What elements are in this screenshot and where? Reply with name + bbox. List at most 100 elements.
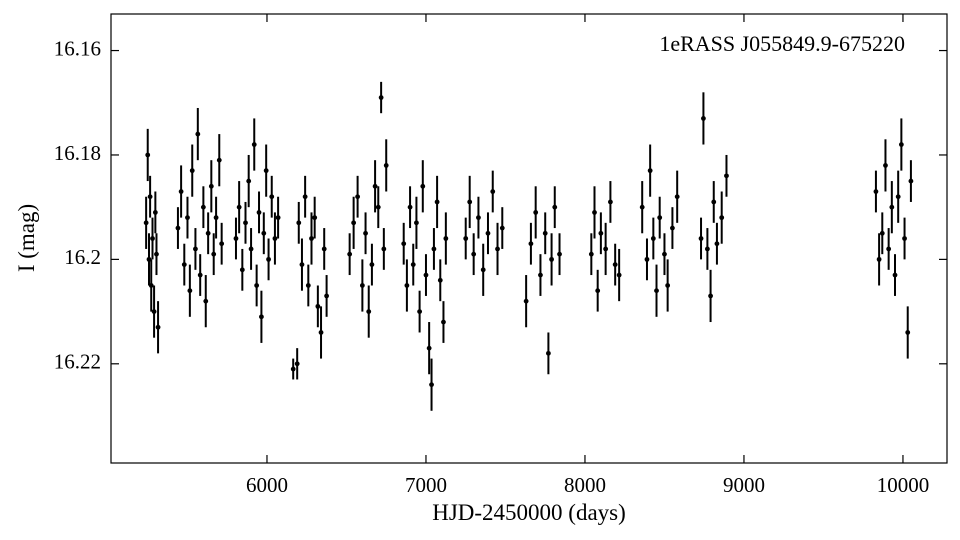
data-point bbox=[463, 236, 469, 241]
data-point bbox=[251, 142, 257, 147]
data-point bbox=[259, 314, 264, 320]
data-point bbox=[410, 262, 416, 268]
data-point bbox=[542, 230, 548, 236]
data-point bbox=[312, 215, 318, 221]
x-tick-label: 7000 bbox=[405, 473, 447, 497]
data-point bbox=[431, 246, 437, 252]
data-point bbox=[275, 215, 281, 221]
data-point bbox=[434, 199, 440, 205]
data-point bbox=[145, 152, 151, 158]
data-point bbox=[471, 251, 477, 257]
data-point bbox=[315, 303, 321, 309]
data-point bbox=[499, 225, 505, 231]
data-point bbox=[417, 309, 423, 314]
data-point bbox=[437, 277, 443, 283]
x-axis-label: HJD-2450000 (days) bbox=[432, 500, 626, 525]
data-point bbox=[143, 220, 149, 226]
data-point bbox=[420, 183, 426, 189]
data-point bbox=[383, 163, 389, 168]
data-point bbox=[608, 199, 613, 205]
data-point bbox=[272, 236, 278, 241]
data-point bbox=[290, 366, 296, 372]
data-point bbox=[892, 272, 898, 278]
data-point bbox=[665, 283, 671, 288]
data-point bbox=[193, 246, 198, 252]
data-point bbox=[381, 246, 387, 252]
data-point bbox=[545, 350, 551, 356]
data-point bbox=[480, 267, 486, 273]
data-point bbox=[644, 256, 650, 262]
data-point bbox=[266, 256, 271, 262]
data-point bbox=[211, 251, 217, 257]
data-point bbox=[423, 272, 429, 278]
x-tick-label: 9000 bbox=[723, 473, 765, 497]
data-point bbox=[236, 204, 242, 210]
data-point bbox=[443, 236, 449, 241]
data-point bbox=[309, 236, 314, 241]
data-point bbox=[426, 345, 432, 351]
data-point bbox=[404, 283, 410, 288]
data-point bbox=[886, 246, 892, 252]
data-point bbox=[485, 230, 491, 236]
data-point bbox=[549, 256, 554, 262]
data-point bbox=[595, 288, 601, 294]
data-point bbox=[205, 230, 211, 236]
data-point bbox=[146, 256, 152, 262]
y-tick-label: 16.22 bbox=[54, 350, 101, 374]
data-point bbox=[902, 236, 907, 241]
data-point bbox=[155, 324, 161, 330]
data-point bbox=[650, 236, 656, 241]
annotation: 1eRASS J055849.9-675220 bbox=[659, 31, 905, 56]
data-point bbox=[701, 116, 706, 121]
data-point bbox=[889, 204, 895, 210]
data-point bbox=[879, 230, 885, 236]
data-point bbox=[401, 241, 407, 247]
data-point bbox=[670, 225, 675, 231]
data-point bbox=[305, 283, 311, 288]
data-point bbox=[552, 204, 558, 210]
data-point bbox=[490, 189, 496, 194]
data-point bbox=[294, 361, 300, 367]
data-point bbox=[369, 262, 375, 268]
data-point bbox=[378, 95, 384, 100]
data-point bbox=[296, 220, 302, 226]
data-point bbox=[662, 251, 667, 257]
data-point bbox=[654, 288, 659, 294]
data-point bbox=[588, 251, 594, 257]
data-point bbox=[407, 204, 413, 210]
data-point bbox=[148, 283, 154, 288]
data-point bbox=[197, 272, 203, 278]
data-point bbox=[876, 256, 882, 262]
data-point bbox=[246, 178, 252, 184]
data-point bbox=[476, 215, 481, 221]
data-point bbox=[154, 251, 159, 257]
data-point bbox=[908, 178, 914, 184]
data-point bbox=[187, 288, 193, 294]
data-point bbox=[269, 194, 275, 200]
data-point bbox=[366, 309, 372, 314]
data-point bbox=[347, 251, 353, 257]
data-point bbox=[233, 236, 239, 241]
data-point bbox=[704, 246, 710, 252]
data-point bbox=[203, 298, 209, 304]
data-point bbox=[219, 241, 225, 247]
data-point bbox=[873, 189, 879, 194]
data-point bbox=[363, 230, 368, 236]
y-axis-label: I (mag) bbox=[14, 204, 39, 272]
data-point bbox=[185, 215, 190, 221]
data-point bbox=[321, 246, 327, 252]
data-point bbox=[261, 230, 267, 236]
data-point bbox=[355, 194, 361, 200]
data-point bbox=[895, 194, 901, 200]
data-point bbox=[674, 194, 680, 200]
data-point bbox=[213, 215, 219, 221]
plot-frame bbox=[110, 13, 948, 464]
data-point bbox=[254, 283, 260, 288]
data-point bbox=[467, 199, 473, 205]
data-point bbox=[883, 163, 888, 168]
data-point bbox=[150, 236, 155, 241]
data-point bbox=[302, 194, 308, 200]
data-point bbox=[647, 168, 653, 174]
data-point bbox=[592, 209, 597, 215]
data-point bbox=[639, 204, 645, 210]
